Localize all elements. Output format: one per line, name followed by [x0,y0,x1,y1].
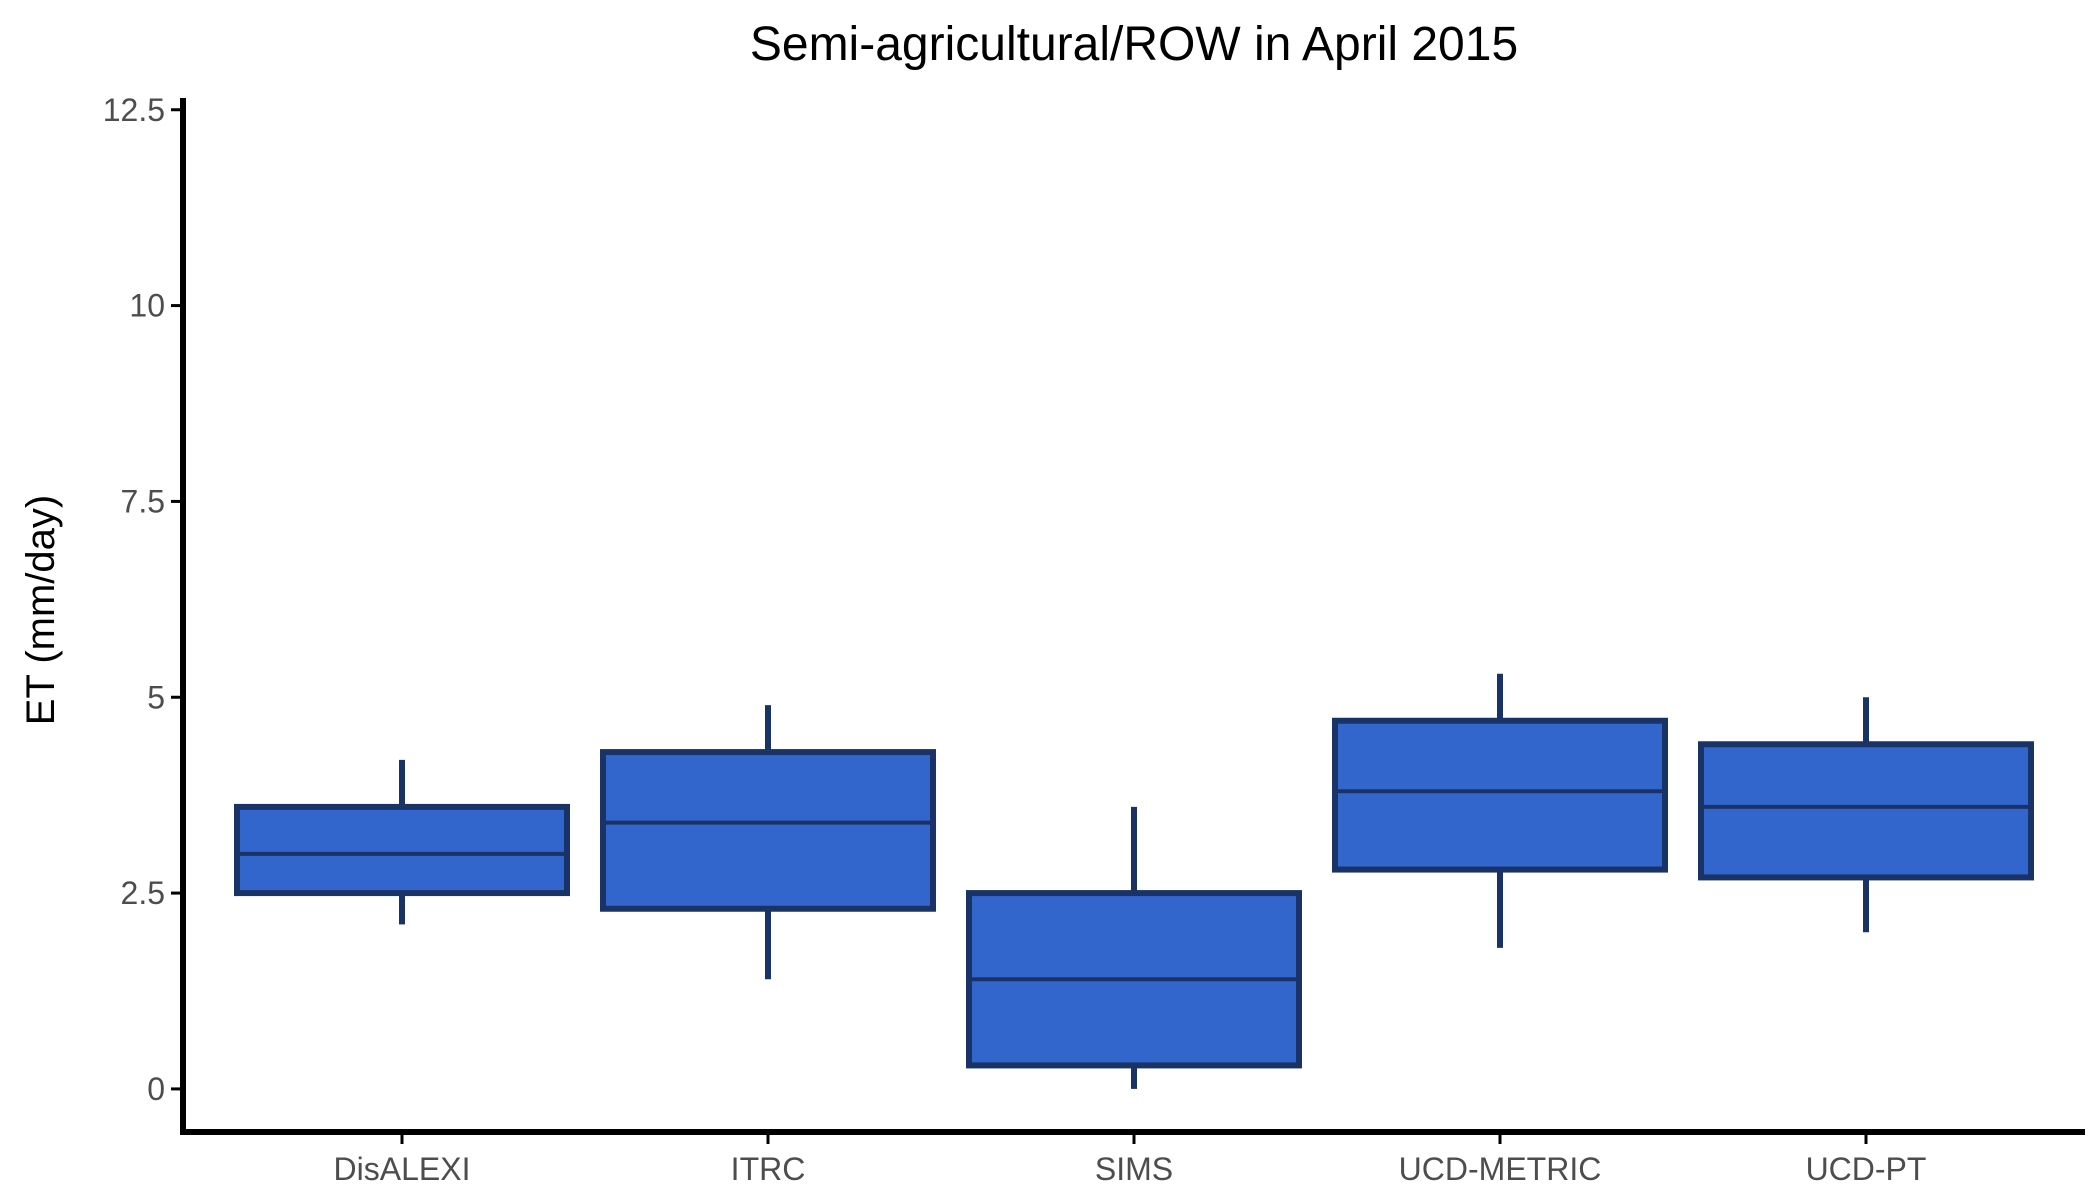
y-tick-label: 0 [147,1071,165,1107]
y-tick-label: 7.5 [121,483,165,519]
y-tick-label: 12.5 [103,92,165,128]
y-tick-label: 2.5 [121,875,165,911]
box-itrc [600,749,936,912]
x-tick-label: UCD-METRIC [1399,1151,1602,1187]
y-tick-label: 5 [147,679,165,715]
x-tick-label: DisALEXI [334,1151,471,1187]
y-tick-label: 10 [129,288,165,324]
plot-area: 0 2.5 5 7.5 10 12.5 DisALEXI ITRC SIMS UCD-METRIC… [103,92,2085,1187]
box-ucd-metric [1332,717,1668,873]
box-disalexi [234,803,570,897]
y-axis-title: ET (mm/day) [19,495,63,725]
x-tick-label: UCD-PT [1806,1151,1927,1187]
x-tick-label: ITRC [731,1151,806,1187]
chart-title: Semi-agricultural/ROW in April 2015 [750,18,1518,71]
x-tick-label: SIMS [1095,1151,1173,1187]
box-ucd-pt [1698,741,2034,881]
